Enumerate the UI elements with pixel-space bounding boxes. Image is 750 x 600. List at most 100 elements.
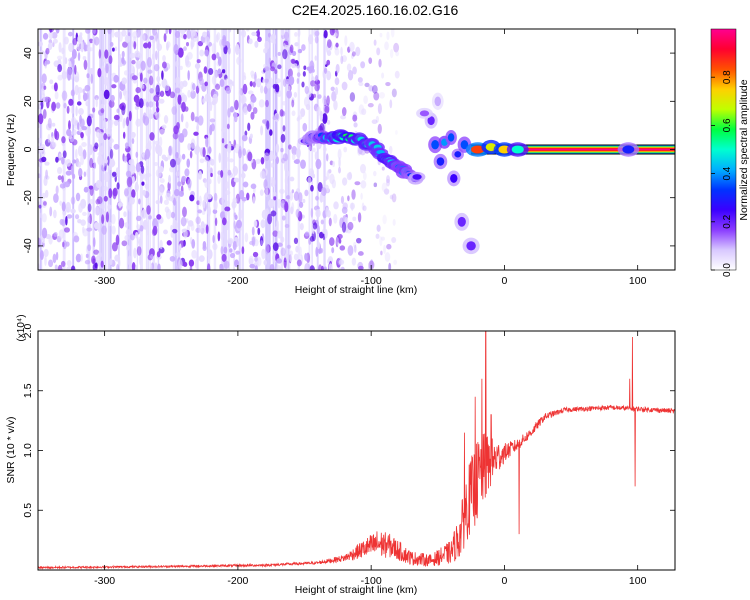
noise-speckle <box>58 42 62 53</box>
noise-speckle <box>234 44 240 55</box>
noise-speckle <box>351 51 356 57</box>
noise-speckle <box>158 185 164 196</box>
noise-speckle <box>98 49 102 59</box>
noise-speckle <box>103 185 108 192</box>
noise-speckle <box>389 194 394 200</box>
noise-speckle <box>173 188 180 197</box>
noise-speckle <box>288 144 292 150</box>
noise-speckle <box>352 216 357 222</box>
noise-speckle <box>84 84 91 92</box>
noise-speckle <box>87 216 91 223</box>
snr-panel: -300 -200 -100 0 100 0.5 1.0 1.5 2.0 Height of … <box>5 314 676 596</box>
noise-streak <box>175 29 178 270</box>
noise-speckle <box>135 118 142 127</box>
noise-speckle <box>47 42 53 51</box>
noise-speckle <box>154 50 158 61</box>
noise-speckle <box>131 59 136 65</box>
noise-speckle <box>389 99 393 109</box>
noise-speckle <box>212 243 218 251</box>
noise-speckle <box>315 246 319 258</box>
noise-speckle <box>335 42 339 48</box>
noise-speckle <box>267 213 273 225</box>
noise-speckle <box>339 245 346 251</box>
noise-speckle <box>116 108 120 114</box>
noise-speckle <box>87 203 92 213</box>
noise-speckle <box>137 52 142 59</box>
noise-speckle <box>148 101 154 108</box>
noise-speckle <box>191 83 196 91</box>
noise-speckle <box>208 68 214 76</box>
noise-speckle <box>223 246 228 254</box>
noise-speckle <box>134 181 139 192</box>
noise-speckle <box>203 193 209 203</box>
noise-speckle <box>185 41 190 47</box>
noise-speckle <box>148 109 153 120</box>
noise-speckle <box>181 153 186 160</box>
noise-speckle <box>297 48 303 54</box>
noise-speckle <box>341 107 347 117</box>
noise-speckle <box>198 195 202 207</box>
noise-speckle <box>59 200 63 206</box>
noise-speckle <box>108 188 113 199</box>
noise-speckle <box>265 186 269 198</box>
noise-speckle <box>184 168 190 177</box>
noise-speckle <box>295 208 300 218</box>
noise-speckle <box>41 192 46 199</box>
noise-speckle <box>61 71 68 80</box>
snr-y-tick-label: 1.5 <box>22 383 34 398</box>
noise-speckle <box>383 188 390 195</box>
noise-speckle <box>213 200 218 211</box>
noise-speckle <box>42 32 49 40</box>
noise-speckle <box>384 41 389 51</box>
noise-speckle <box>141 181 145 186</box>
noise-speckle <box>140 165 145 174</box>
noise-speckle <box>157 263 161 270</box>
noise-speckle <box>270 66 276 72</box>
noise-speckle <box>57 175 62 181</box>
noise-speckle <box>54 91 59 100</box>
noise-speckle <box>38 173 41 179</box>
noise-speckle <box>41 227 48 239</box>
noise-speckle <box>379 32 383 38</box>
noise-speckle <box>165 29 169 35</box>
noise-speckle <box>172 132 179 140</box>
noise-speckle <box>77 145 83 157</box>
noise-speckle <box>282 125 286 132</box>
noise-speckle <box>158 98 165 104</box>
noise-speckle <box>226 123 230 130</box>
noise-speckle <box>53 231 58 237</box>
noise-speckle <box>360 61 366 69</box>
noise-streak <box>118 29 120 270</box>
noise-speckle <box>109 41 114 47</box>
spectrogram-x-label: Height of straight line (km) <box>295 284 418 296</box>
noise-speckle <box>84 259 91 265</box>
noise-speckle <box>107 29 112 35</box>
noise-speckle <box>145 29 150 35</box>
noise-speckle <box>227 107 231 118</box>
noise-speckle <box>116 264 120 270</box>
noise-speckle <box>158 165 164 173</box>
noise-speckle <box>210 123 215 132</box>
noise-speckle <box>48 29 54 33</box>
noise-speckle <box>156 43 163 52</box>
noise-speckle <box>80 198 87 209</box>
noise-speckle <box>197 209 202 214</box>
colorbar-tick-label: 0.2 <box>722 214 733 228</box>
noise-speckle <box>66 260 72 267</box>
noise-speckle <box>86 115 92 127</box>
noise-speckle <box>319 110 324 122</box>
noise-speckle <box>258 99 265 108</box>
noise-speckle <box>65 241 70 247</box>
noise-speckle <box>45 169 48 180</box>
noise-speckle <box>61 136 66 144</box>
noise-speckle <box>61 47 65 55</box>
noise-speckle <box>202 31 208 38</box>
noise-speckle <box>63 227 70 233</box>
noise-speckle <box>80 219 86 226</box>
noise-speckle <box>41 213 47 223</box>
noise-speckle <box>200 221 205 229</box>
noise-speckle <box>129 52 136 59</box>
noise-speckle <box>177 47 184 58</box>
noise-speckle <box>155 84 160 96</box>
noise-speckle <box>205 224 209 234</box>
